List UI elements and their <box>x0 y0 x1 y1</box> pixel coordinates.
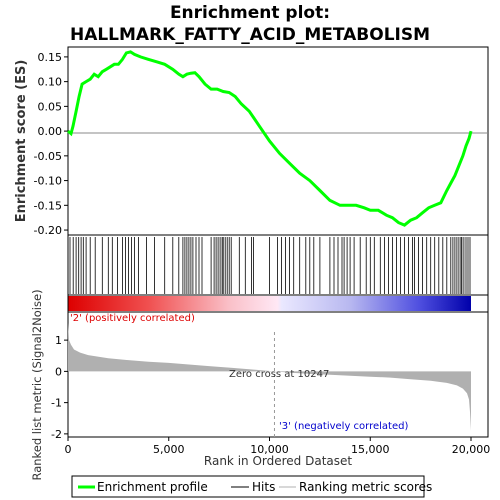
metric-ylabel: Ranked list metric (Signal2Noise) <box>30 289 44 480</box>
metric-xtick-label: 15,000 <box>351 443 390 456</box>
legend-metric-label: Ranking metric scores <box>299 480 432 494</box>
es-panel-frame <box>67 46 489 236</box>
es-ytick-label: 0.00 <box>38 125 63 138</box>
rank-color-bar <box>68 296 471 311</box>
metric-xtick-label: 20,000 <box>452 443 491 456</box>
metric-xtick-label: 5,000 <box>153 443 185 456</box>
metric-ytick-label: -2 <box>51 428 62 441</box>
title-line-2: HALLMARK_FATTY_ACID_METABOLISM <box>70 25 430 45</box>
es-ytick-label: -0.15 <box>34 199 62 212</box>
hits-panel <box>67 234 489 296</box>
metric-xtick-label: 10,000 <box>250 443 289 456</box>
es-curve <box>67 50 473 227</box>
metric-xtick-label: 0 <box>65 443 72 456</box>
zero-cross-label: Zero cross at 10247 <box>229 369 329 380</box>
title-line-1: Enrichment plot: <box>170 3 330 23</box>
metric-ytick-label: -1 <box>51 397 62 410</box>
legend-hits-label: Hits <box>252 480 275 494</box>
metric-panel: 1 0 -1 -2 0 5,000 10,000 15,000 20,000 '2' (pos… <box>51 311 491 456</box>
es-ytick-label: -0.05 <box>34 150 62 163</box>
es-panel: 0.15 0.10 0.05 0.00 -0.05 -0.10 -0.15 -0.20 <box>34 46 489 237</box>
es-ytick-label: 0.05 <box>38 100 63 113</box>
es-ytick-label: -0.10 <box>34 175 62 188</box>
es-ytick-label: 0.15 <box>38 51 63 64</box>
pos-correlated-label: '2' (positively correlated) <box>70 313 195 324</box>
es-ylabel: Enrichment score (ES) <box>14 60 29 223</box>
es-ytick-label: 0.10 <box>38 76 63 89</box>
metric-ytick-label: 0 <box>55 365 62 378</box>
legend: Enrichment profile Hits Ranking metric s… <box>71 475 432 498</box>
metric-xlabel: Rank in Ordered Dataset <box>204 454 352 468</box>
metric-area <box>68 322 471 431</box>
metric-ytick-label: 1 <box>55 334 62 347</box>
neg-correlated-label: '3' (negatively correlated) <box>279 421 408 432</box>
es-ytick-label: -0.20 <box>34 224 62 237</box>
legend-es-label: Enrichment profile <box>97 480 208 494</box>
